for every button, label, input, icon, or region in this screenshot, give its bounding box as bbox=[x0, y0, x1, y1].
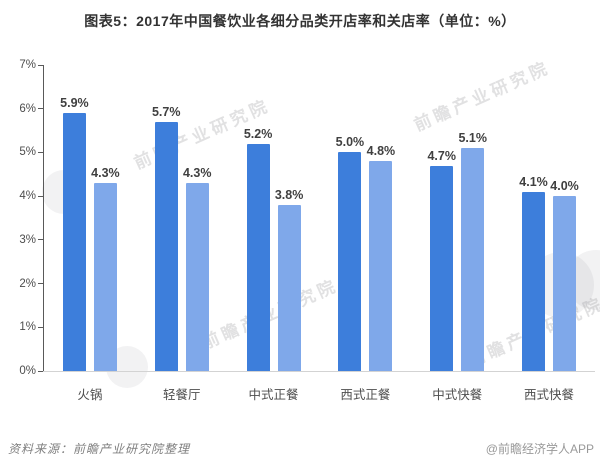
bar-group: 4.1% 4.0% 西式快餐 bbox=[519, 65, 579, 402]
bar-wrapper: 5.0% bbox=[336, 135, 364, 371]
value-label: 5.0% bbox=[335, 135, 365, 150]
y-axis-tick bbox=[38, 108, 43, 110]
y-axis-tick bbox=[38, 239, 43, 241]
bar-wrapper: 4.0% bbox=[550, 179, 579, 371]
y-axis-label: 1% bbox=[19, 321, 36, 334]
bar-open-rate bbox=[338, 152, 362, 371]
y-axis-label: 7% bbox=[19, 59, 36, 71]
bar-wrapper: 4.3% bbox=[91, 166, 120, 371]
bar-close-rate bbox=[461, 148, 485, 371]
y-axis-label: 0% bbox=[19, 365, 36, 377]
bar-wrapper: 5.7% bbox=[152, 105, 180, 371]
value-label: 3.8% bbox=[274, 187, 304, 202]
bar-wrapper: 3.8% bbox=[275, 188, 303, 371]
bar-close-rate bbox=[185, 183, 209, 371]
y-axis-tick bbox=[38, 151, 43, 153]
value-label: 5.2% bbox=[243, 126, 273, 141]
x-axis-line bbox=[43, 371, 595, 372]
bar-wrapper: 4.1% bbox=[519, 175, 548, 371]
bar-open-rate bbox=[62, 113, 86, 371]
value-label: 4.8% bbox=[366, 144, 396, 159]
category-label: 轻餐厅 bbox=[162, 388, 201, 402]
bar-wrapper: 5.1% bbox=[458, 131, 487, 371]
bar-group: 5.0% 4.8% 西式正餐 bbox=[336, 65, 396, 402]
bar-wrapper: 4.8% bbox=[367, 144, 395, 371]
category-label: 西式快餐 bbox=[524, 388, 575, 402]
y-axis-tick bbox=[38, 64, 43, 66]
bar-group: 5.7% 4.3% 轻餐厅 bbox=[152, 65, 212, 402]
bar-group: 5.9% 4.3% 火锅 bbox=[60, 65, 120, 402]
category-label: 中式正餐 bbox=[248, 388, 299, 402]
credit-note: @前瞻经济学人APP bbox=[485, 442, 594, 456]
bar-wrapper: 5.9% bbox=[60, 96, 89, 371]
bar-open-rate bbox=[430, 165, 454, 371]
value-label: 4.3% bbox=[182, 166, 212, 181]
bar-open-rate bbox=[154, 121, 178, 371]
bar-open-rate bbox=[246, 143, 270, 371]
source-note: 资料来源：前瞻产业研究院整理 bbox=[8, 442, 191, 456]
y-axis-label: 2% bbox=[19, 277, 36, 290]
category-label: 中式快餐 bbox=[432, 388, 483, 402]
value-label: 4.7% bbox=[427, 148, 456, 163]
value-label: 5.1% bbox=[458, 131, 487, 146]
bar-close-rate bbox=[369, 161, 393, 371]
bar-open-rate bbox=[522, 191, 546, 371]
chart-title: 图表5：2017年中国餐饮业各细分品类开店率和关店率（单位：%） bbox=[84, 13, 516, 29]
y-axis-label: 5% bbox=[19, 146, 36, 159]
bar-wrapper: 4.7% bbox=[427, 149, 456, 371]
bar-group: 5.2% 3.8% 中式正餐 bbox=[244, 65, 304, 402]
bar-close-rate bbox=[553, 196, 577, 371]
value-label: 4.3% bbox=[91, 166, 120, 181]
bar-group: 4.7% 5.1% 中式快餐 bbox=[427, 65, 487, 402]
y-axis-label: 3% bbox=[19, 233, 36, 246]
bar-close-rate bbox=[93, 183, 117, 371]
category-label: 火锅 bbox=[77, 388, 103, 402]
y-axis-tick bbox=[38, 195, 43, 197]
bar-close-rate bbox=[277, 204, 301, 371]
bar-wrapper: 5.2% bbox=[244, 127, 272, 371]
y-axis-line bbox=[43, 65, 44, 371]
value-label: 4.0% bbox=[550, 179, 579, 194]
bar-wrapper: 4.3% bbox=[183, 166, 211, 371]
bars-container: 5.9% 4.3% 火锅 5.7% 4.3% 轻餐厅 5.2% 3.8% 中式正餐 5.0% 4.8… bbox=[44, 65, 595, 402]
value-label: 5.7% bbox=[151, 104, 181, 119]
y-axis-tick bbox=[38, 370, 43, 372]
y-axis-label: 6% bbox=[19, 102, 36, 115]
value-label: 4.1% bbox=[519, 174, 548, 189]
category-label: 西式正餐 bbox=[340, 388, 391, 402]
y-axis-tick bbox=[38, 326, 43, 328]
y-axis-label: 4% bbox=[19, 190, 36, 203]
y-axis-tick bbox=[38, 283, 43, 285]
value-label: 5.9% bbox=[60, 96, 89, 111]
